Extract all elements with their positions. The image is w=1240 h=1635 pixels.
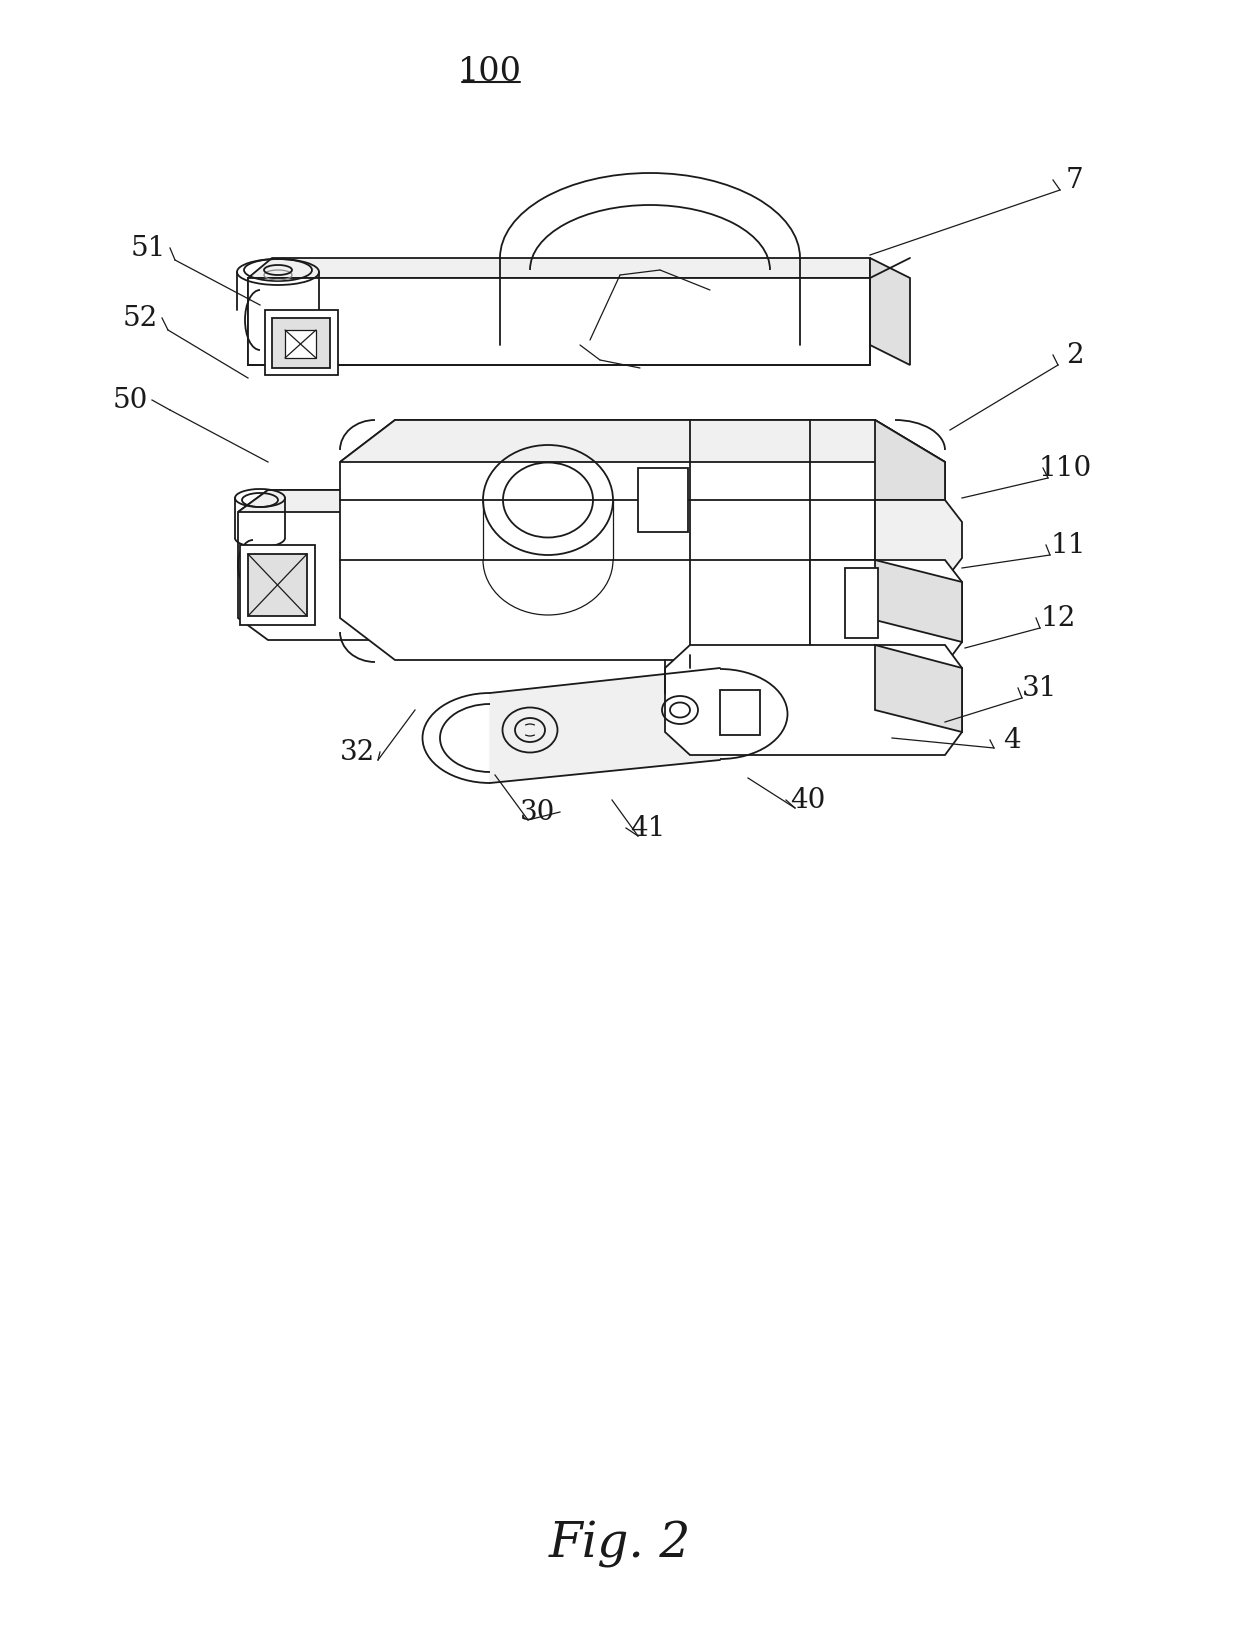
Polygon shape <box>238 490 445 639</box>
Polygon shape <box>875 644 962 732</box>
Polygon shape <box>248 258 870 278</box>
Polygon shape <box>248 278 870 365</box>
Polygon shape <box>844 567 878 638</box>
Polygon shape <box>665 644 962 755</box>
Text: 31: 31 <box>1022 675 1058 701</box>
Text: 52: 52 <box>123 304 157 332</box>
Text: 4: 4 <box>1003 726 1021 754</box>
Polygon shape <box>238 490 445 512</box>
Polygon shape <box>340 420 945 463</box>
Text: 30: 30 <box>521 798 556 826</box>
Text: 11: 11 <box>1050 531 1086 559</box>
Text: 12: 12 <box>1040 605 1075 631</box>
Text: 2: 2 <box>1066 342 1084 368</box>
Text: 50: 50 <box>113 386 148 414</box>
Polygon shape <box>720 690 760 736</box>
Polygon shape <box>248 554 308 616</box>
Text: 40: 40 <box>790 786 826 814</box>
Polygon shape <box>870 258 910 365</box>
Text: 7: 7 <box>1066 167 1084 193</box>
Polygon shape <box>490 669 720 783</box>
Polygon shape <box>285 330 316 358</box>
Polygon shape <box>265 311 339 374</box>
Polygon shape <box>810 561 962 665</box>
Polygon shape <box>248 278 391 365</box>
Polygon shape <box>241 544 315 625</box>
Text: 32: 32 <box>340 739 376 765</box>
Text: 41: 41 <box>630 814 666 842</box>
Text: 110: 110 <box>1038 455 1091 481</box>
Polygon shape <box>875 500 962 580</box>
Polygon shape <box>639 468 688 531</box>
Polygon shape <box>272 317 330 368</box>
Text: Fig. 2: Fig. 2 <box>549 1522 691 1568</box>
Text: 100: 100 <box>458 56 522 88</box>
Polygon shape <box>875 561 962 643</box>
Polygon shape <box>875 420 945 661</box>
Polygon shape <box>340 420 945 661</box>
Text: 51: 51 <box>130 234 166 262</box>
